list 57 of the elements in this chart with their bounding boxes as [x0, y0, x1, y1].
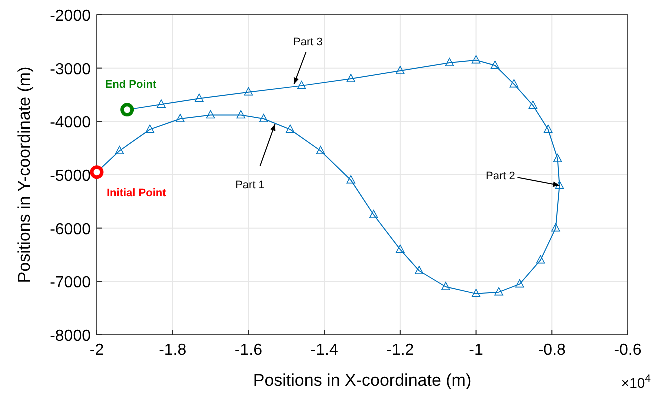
point	[195, 94, 204, 102]
point	[528, 100, 538, 110]
x-tick-label: -2	[90, 342, 104, 359]
point	[494, 287, 504, 296]
y-tick-label: -8000	[50, 328, 92, 345]
point	[115, 146, 124, 154]
point	[490, 60, 500, 70]
y-tick-label: -7000	[50, 274, 92, 292]
point	[316, 146, 326, 154]
x-tick-label: -1.8	[159, 342, 187, 359]
point	[120, 103, 134, 117]
point	[396, 66, 405, 74]
point	[555, 180, 564, 190]
point	[552, 223, 560, 232]
point	[445, 58, 454, 66]
point	[536, 255, 546, 264]
point	[346, 74, 356, 82]
x-axis-title: Positions in X-coordinate (m)	[253, 371, 472, 390]
annotation: End Point	[105, 78, 158, 91]
y-tick-label: -6000	[50, 221, 92, 238]
x-tick-label: -0.8	[538, 342, 566, 359]
point	[369, 210, 378, 218]
point	[90, 166, 104, 180]
annotation: Part 1	[236, 179, 265, 192]
point	[259, 114, 268, 122]
y-tick-label: -4000	[50, 114, 92, 132]
point	[472, 289, 481, 298]
point	[553, 154, 562, 162]
point	[157, 100, 166, 108]
y-axis-title: Positions in Y-coordinate (m)	[15, 66, 34, 284]
y-tick-label: -2000	[50, 8, 92, 25]
x-tick-label: -1.6	[234, 342, 263, 359]
point	[244, 87, 254, 96]
annotation: Part 3	[294, 36, 323, 48]
x-tick-label: -1.2	[386, 342, 414, 359]
y-tick-label: -5000	[50, 168, 92, 185]
point	[544, 124, 553, 134]
point	[442, 282, 450, 290]
x-tick-label: -0.6	[614, 342, 642, 359]
x-tick-label: -1.4	[310, 342, 338, 359]
point	[286, 124, 295, 134]
point	[206, 110, 216, 119]
point	[516, 279, 524, 288]
point	[396, 244, 405, 254]
annotation: Part 2	[486, 170, 516, 183]
y-tick-label: -3000	[50, 61, 92, 78]
point	[146, 124, 154, 134]
point	[346, 175, 356, 184]
x-tick-label: -1	[469, 342, 484, 359]
point	[236, 110, 246, 119]
point	[176, 114, 185, 122]
point	[510, 79, 519, 88]
point	[297, 81, 306, 90]
text: ×10$^{4}$	[621, 373, 652, 391]
point	[414, 266, 424, 274]
point	[472, 55, 481, 64]
annotation: Initial Point	[107, 187, 167, 200]
